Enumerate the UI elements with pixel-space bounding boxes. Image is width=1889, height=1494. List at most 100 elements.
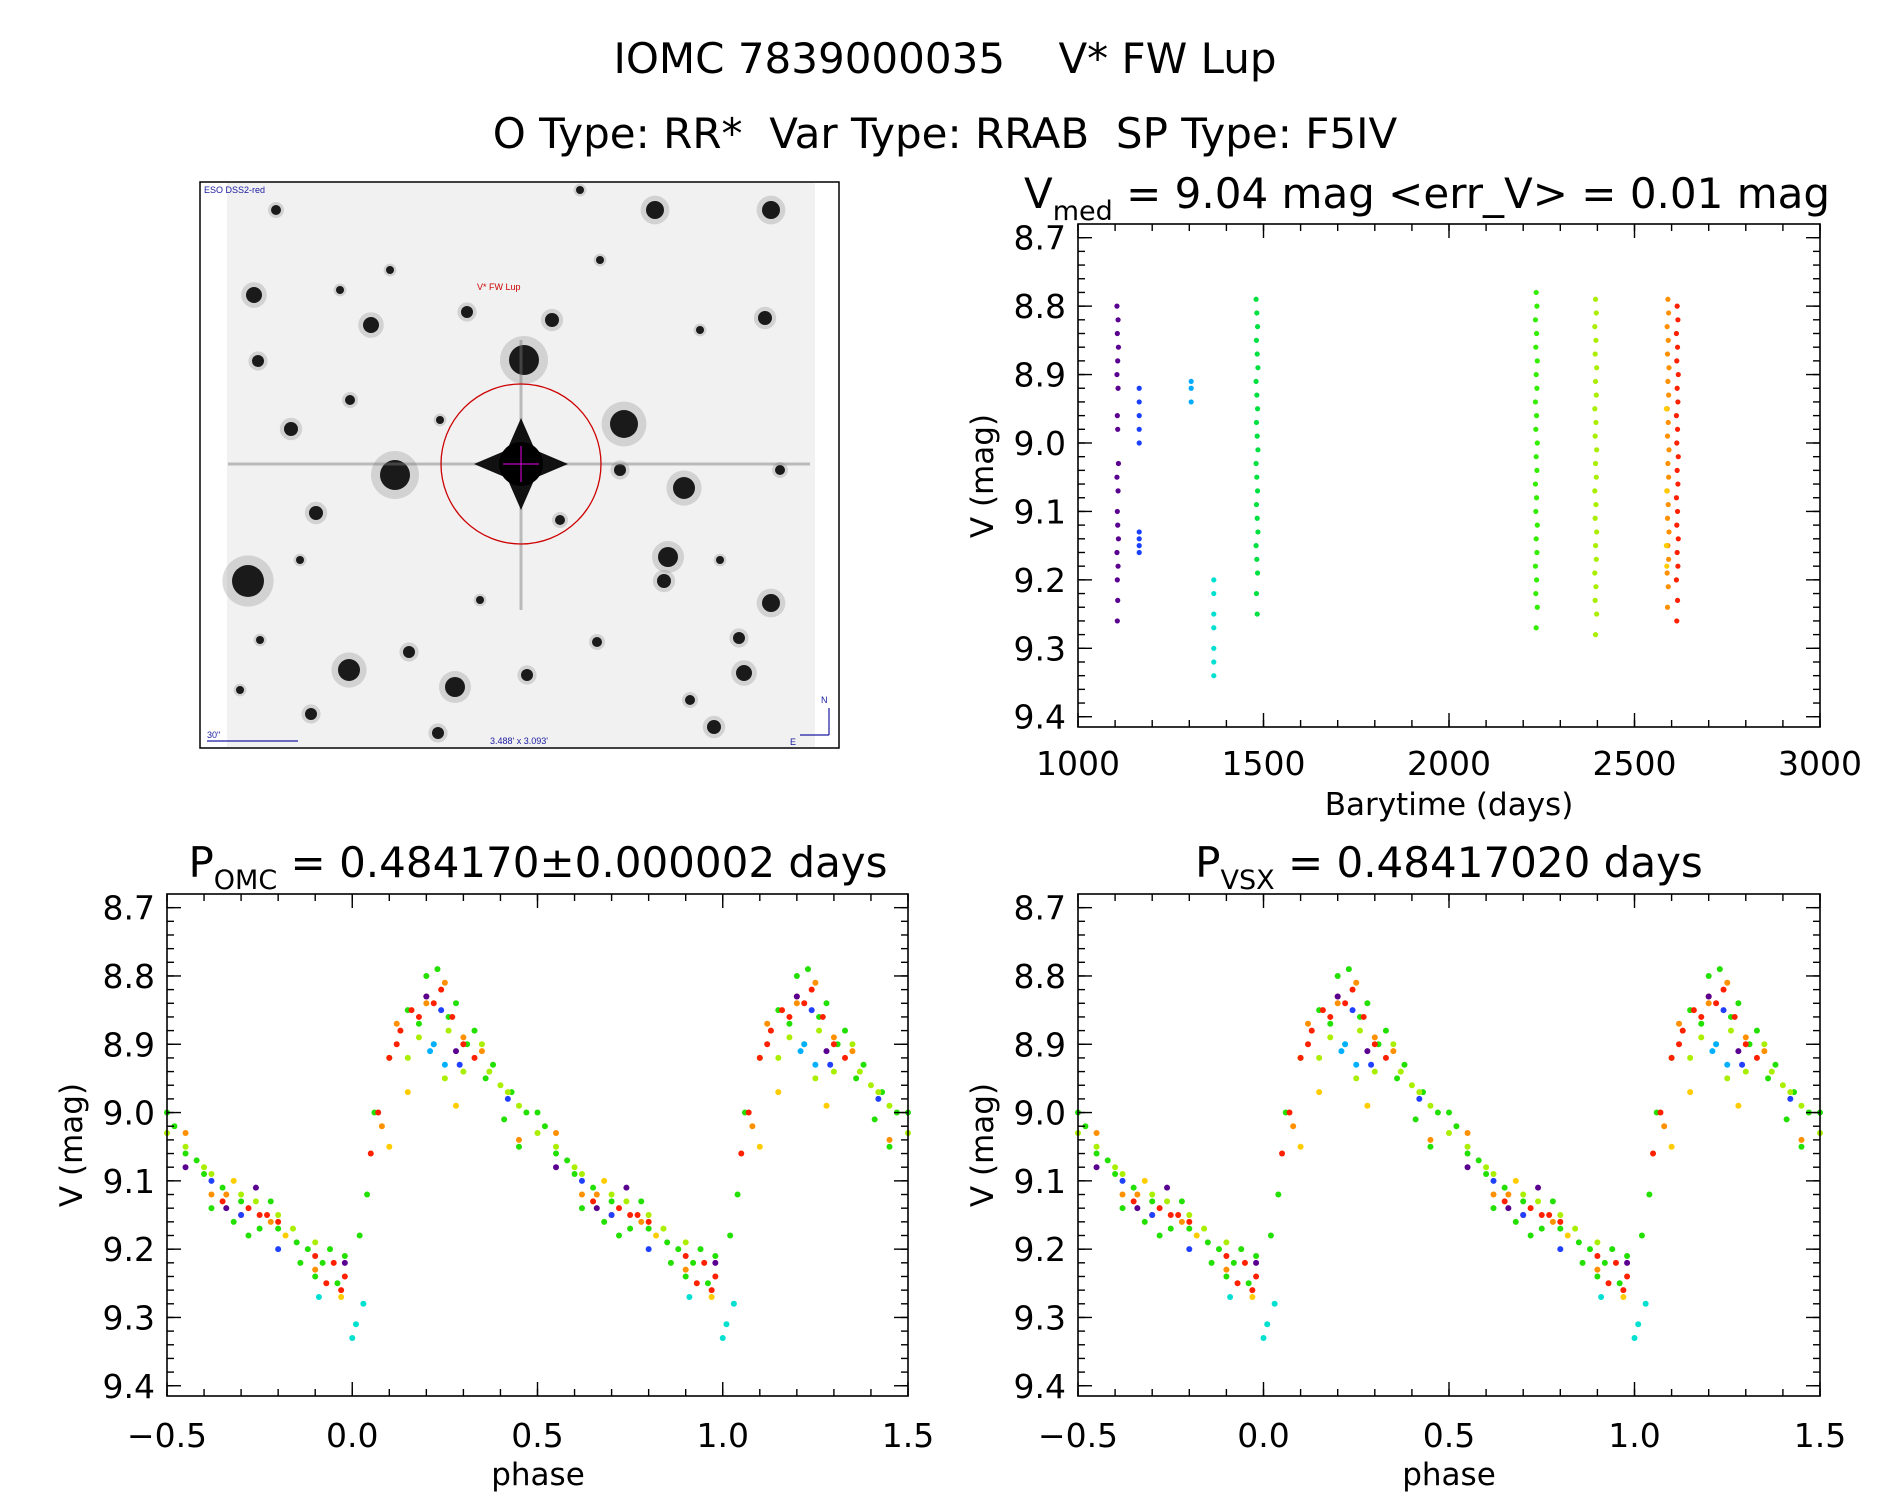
data-point (1533, 495, 1540, 501)
data-point (352, 1321, 359, 1328)
data-point (764, 1020, 771, 1027)
data-point (1223, 1252, 1230, 1259)
data-point (1156, 1232, 1163, 1239)
data-point (1327, 1013, 1334, 1020)
star-core (610, 410, 638, 438)
data-point (408, 1007, 415, 1014)
data-point (523, 1109, 530, 1116)
data-point (1253, 1273, 1260, 1280)
data-point (1201, 1225, 1208, 1232)
data-point (1115, 522, 1121, 528)
data-point (504, 1095, 511, 1102)
data-point (1624, 1259, 1631, 1266)
data-point (1390, 1048, 1397, 1055)
data-point (686, 1293, 693, 1300)
data-point (1275, 1191, 1282, 1198)
y-axis-label: V (mag) (965, 1083, 1001, 1207)
data-point (1356, 1027, 1363, 1034)
data-point (219, 1184, 226, 1191)
data-point (1742, 1068, 1749, 1075)
data-point (1698, 1020, 1705, 1027)
data-point (1305, 1041, 1312, 1048)
data-point (1382, 1027, 1389, 1034)
data-point (1223, 1239, 1230, 1246)
star-core (403, 646, 415, 658)
data-point (1211, 645, 1217, 651)
target-circle (440, 383, 602, 545)
data-point (578, 1191, 585, 1198)
data-point (1592, 597, 1598, 603)
field-size-label: 3.488' x 3.093' (490, 736, 548, 746)
data-point (1674, 522, 1680, 528)
data-point (256, 1225, 263, 1232)
y-tick-label: 9.4 (1014, 698, 1066, 737)
data-point (482, 1075, 489, 1082)
data-point (1115, 426, 1121, 432)
data-point (730, 1300, 737, 1307)
data-point (1631, 1334, 1638, 1341)
data-point (1364, 1000, 1371, 1007)
data-point (1141, 1218, 1148, 1225)
data-point (667, 1259, 674, 1266)
x-tick-label: 0.0 (1237, 1416, 1289, 1455)
data-point (1114, 330, 1120, 337)
data-point (1115, 317, 1121, 323)
data-point (1254, 406, 1261, 412)
data-point (653, 1232, 660, 1239)
data-point (378, 1123, 385, 1130)
data-point (1134, 1205, 1141, 1212)
data-point (1427, 1143, 1434, 1150)
data-point (1557, 1212, 1564, 1219)
data-point (275, 1212, 282, 1219)
data-point (1783, 1116, 1790, 1123)
data-point (1724, 1075, 1731, 1082)
data-point (627, 1212, 634, 1219)
data-point (478, 1041, 485, 1048)
data-point (1675, 481, 1681, 487)
data-point (1115, 563, 1121, 569)
x-axis-label: Barytime (days) (1325, 787, 1574, 823)
data-point (1255, 365, 1261, 371)
data-point (1593, 392, 1599, 398)
data-point (1698, 1034, 1705, 1041)
data-point (553, 1130, 560, 1137)
data-point (749, 1123, 756, 1130)
data-point (1334, 1000, 1341, 1007)
axis-ticks (166, 894, 909, 1396)
data-point (1249, 1287, 1256, 1294)
data-point (341, 1252, 348, 1259)
y-tick-label: 9.3 (1014, 1298, 1066, 1337)
data-point (564, 1157, 571, 1164)
data-point (312, 1252, 319, 1259)
data-point (623, 1198, 630, 1205)
data-point (1727, 1027, 1734, 1034)
y-tick-label: 9.0 (1014, 424, 1066, 463)
data-point (267, 1218, 274, 1225)
data-point (1666, 447, 1672, 453)
type-subtitle: O Type: RR* Var Type: RRAB SP Type: F5IV (493, 109, 1398, 158)
data-point (1532, 399, 1539, 405)
data-point (1349, 986, 1356, 993)
data-point (323, 1280, 330, 1287)
data-point (1593, 310, 1599, 316)
data-point (534, 1109, 541, 1116)
data-point (486, 1068, 493, 1075)
data-point (289, 1225, 296, 1232)
data-point (1390, 1041, 1397, 1048)
data-point (682, 1273, 689, 1280)
data-point (1676, 1020, 1683, 1027)
data-point (1427, 1136, 1434, 1143)
data-point (1279, 1150, 1286, 1157)
data-point (1674, 618, 1680, 624)
data-point (1114, 303, 1120, 309)
data-point (1557, 1246, 1564, 1253)
data-points (164, 966, 911, 1341)
data-point (1705, 972, 1712, 979)
data-point (1297, 1143, 1304, 1150)
data-point (460, 1034, 467, 1041)
data-point (1416, 1095, 1423, 1102)
star-core (614, 464, 626, 476)
data-point (1664, 324, 1670, 330)
data-point (341, 1273, 348, 1280)
data-point (1186, 1246, 1193, 1253)
